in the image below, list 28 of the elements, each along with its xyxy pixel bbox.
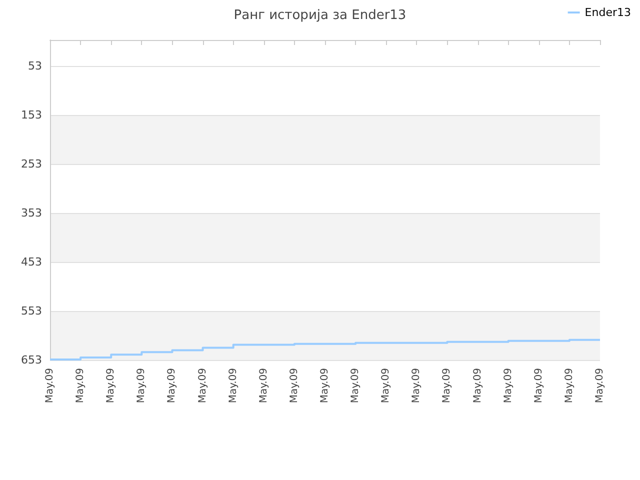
chart-title: Ранг историја за Ender13 <box>234 8 406 23</box>
x-tick-label: May.09 <box>411 368 422 404</box>
x-tick-label: May.09 <box>258 368 270 404</box>
x-tick-label: May.09 <box>442 368 453 404</box>
x-tick-label: May.09 <box>380 368 392 404</box>
legend-label: Ender13 <box>584 6 632 19</box>
y-tick-label: 153 <box>21 108 42 122</box>
x-tick-label: May.09 <box>320 368 330 404</box>
x-tick-label: May.09 <box>472 368 484 404</box>
y-tick-label: 453 <box>21 255 42 268</box>
x-tick-label: May.09 <box>136 368 148 404</box>
x-tick-label: May.09 <box>502 368 514 404</box>
y-tick-label: 253 <box>21 157 42 170</box>
y-tick-label: 653 <box>21 354 42 366</box>
x-tick-label: May.09 <box>106 368 117 404</box>
x-tick-label: May.09 <box>75 368 86 404</box>
x-tick-label: May.09 <box>594 368 606 404</box>
x-tick-label: May.09 <box>228 368 239 404</box>
x-tick-label: May.09 <box>166 368 178 404</box>
x-tick-label: May.09 <box>44 368 56 404</box>
x-tick-label: May.09 <box>288 368 300 404</box>
y-tick-label: 353 <box>21 206 42 220</box>
y-tick-label: 553 <box>21 304 42 318</box>
x-tick-label: May.09 <box>564 368 575 404</box>
y-tick-label: 53 <box>28 59 42 72</box>
x-tick-label: May.09 <box>533 368 544 404</box>
x-tick-label: May.09 <box>197 368 208 404</box>
x-tick-label: May.09 <box>350 368 362 404</box>
